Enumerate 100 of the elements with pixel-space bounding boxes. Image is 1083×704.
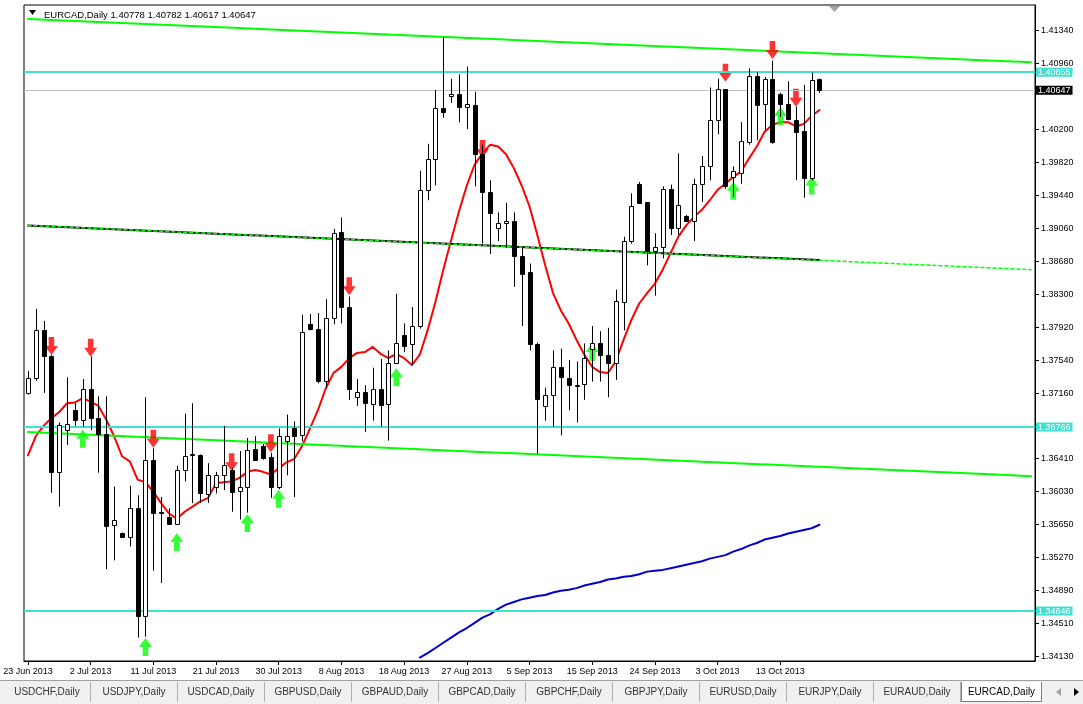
y-tick-label: 1.40200 [1041,124,1074,135]
text: USDJPY,Daily [91,682,178,702]
candlestick [778,92,783,118]
point [138,638,152,657]
candlestick [567,359,572,411]
candlestick [206,462,211,504]
y-tick-label: 1.38680 [1041,255,1074,266]
candlestick [441,36,446,119]
y-tick-label: 1.34510 [1041,617,1074,628]
x-tick-label: 8 Aug 2013 [318,665,365,676]
y-tick-label: 1.34890 [1041,584,1074,595]
y-tick-label: 1.34130 [1041,650,1074,661]
y-tick-label: 1.39820 [1041,157,1074,168]
ref-line-label: 1.34646 [1038,606,1071,617]
candlestick [449,78,454,104]
ref-line-label: 1.40855 [1038,67,1071,78]
y-tick-label: 1.36030 [1041,485,1074,496]
candlestick [676,152,681,236]
candlestick [731,165,736,198]
point [272,489,286,508]
candlestick [355,378,360,407]
text: EURJPY,Daily [787,682,874,702]
point [789,88,803,107]
y-tick-label: 1.37920 [1041,321,1074,332]
candlestick [410,306,415,366]
candlestick [159,496,164,584]
x-tick-label: 15 Sep 2013 [566,665,618,676]
point [240,514,254,533]
candlestick [606,327,611,398]
candlestick [222,425,227,491]
y-tick-label: 1.39440 [1041,190,1074,201]
ref-line-label: 1.36766 [1038,422,1071,433]
candlestick [598,330,603,383]
candlestick [637,181,642,205]
candlestick [363,384,368,433]
x-tick-label: 24 Sep 2013 [629,665,681,676]
candlestick [65,376,70,446]
text: USDCAD,Daily [178,682,265,702]
candlestick [238,450,243,521]
point [389,368,403,387]
y-tick-label: 1.38300 [1041,288,1074,299]
x-tick-label: 5 Sep 2013 [506,665,553,676]
x-tick-label: 21 Jul 2013 [192,665,240,676]
point [342,277,356,296]
candlestick [590,325,595,383]
point [76,429,90,448]
text: EURUSD,Daily [700,682,787,702]
candlestick [214,471,219,495]
candlestick [543,387,548,422]
x-tick-label: 2 Jul 2013 [69,665,112,676]
candlestick [794,106,799,181]
candlestick [700,155,705,203]
line-series [418,523,821,659]
candlestick [112,486,117,561]
candlestick [575,361,580,423]
text: GBPCHF,Daily [526,682,613,702]
x-tick-label: 23 Jun 2013 [3,665,53,676]
candlestick [253,435,258,462]
chart-title: EURCAD,Daily 1.40778 1.40782 1.40617 1.40647 [44,8,256,20]
x-tick-label: 27 Aug 2013 [441,665,493,676]
candlestick [465,66,470,130]
candlestick [402,322,407,353]
x-tick-label: 30 Jul 2013 [255,665,302,676]
candlestick [230,467,235,513]
y-tick-label: 1.39060 [1041,223,1074,234]
x-tick-label: 18 Aug 2013 [378,665,430,676]
x-tick-label: 11 Jul 2013 [130,665,177,676]
text: GBPCAD,Daily [439,682,526,702]
x-tick-label: 13 Oct 2013 [755,665,805,676]
text: USDCHF,Daily [4,682,91,702]
candlestick [559,348,564,436]
candlestick [371,367,376,422]
candlestick [190,402,195,504]
candlestick [394,293,399,364]
point [146,429,160,448]
y-tick-label: 1.37160 [1041,387,1074,398]
candlestick [183,413,188,482]
point [765,41,779,60]
text: GBPJPY,Daily [613,682,700,702]
text: EURAUD,Daily [874,682,961,702]
y-tick-label: 1.40960 [1041,58,1074,69]
candlestick [96,395,101,474]
candlestick [292,421,297,498]
y-tick-label: 1.35650 [1041,518,1074,529]
y-tick-label: 1.35270 [1041,551,1074,562]
point [170,533,184,552]
text: GBPAUD,Daily [352,682,439,702]
candlestick [26,370,31,396]
candlestick [786,80,791,121]
point [84,338,98,357]
y-tick-label: 1.41340 [1041,25,1074,36]
candlestick [457,73,462,123]
text: GBPUSD,Daily [265,682,352,702]
point [225,453,239,472]
candlestick [285,414,290,476]
y-tick-label: 1.36410 [1041,452,1074,463]
y-tick-label: 1.37540 [1041,354,1074,365]
x-tick-label: 3 Oct 2013 [695,665,740,676]
candlestick [73,402,78,427]
ref-line-label: 1.40647 [1038,85,1071,96]
